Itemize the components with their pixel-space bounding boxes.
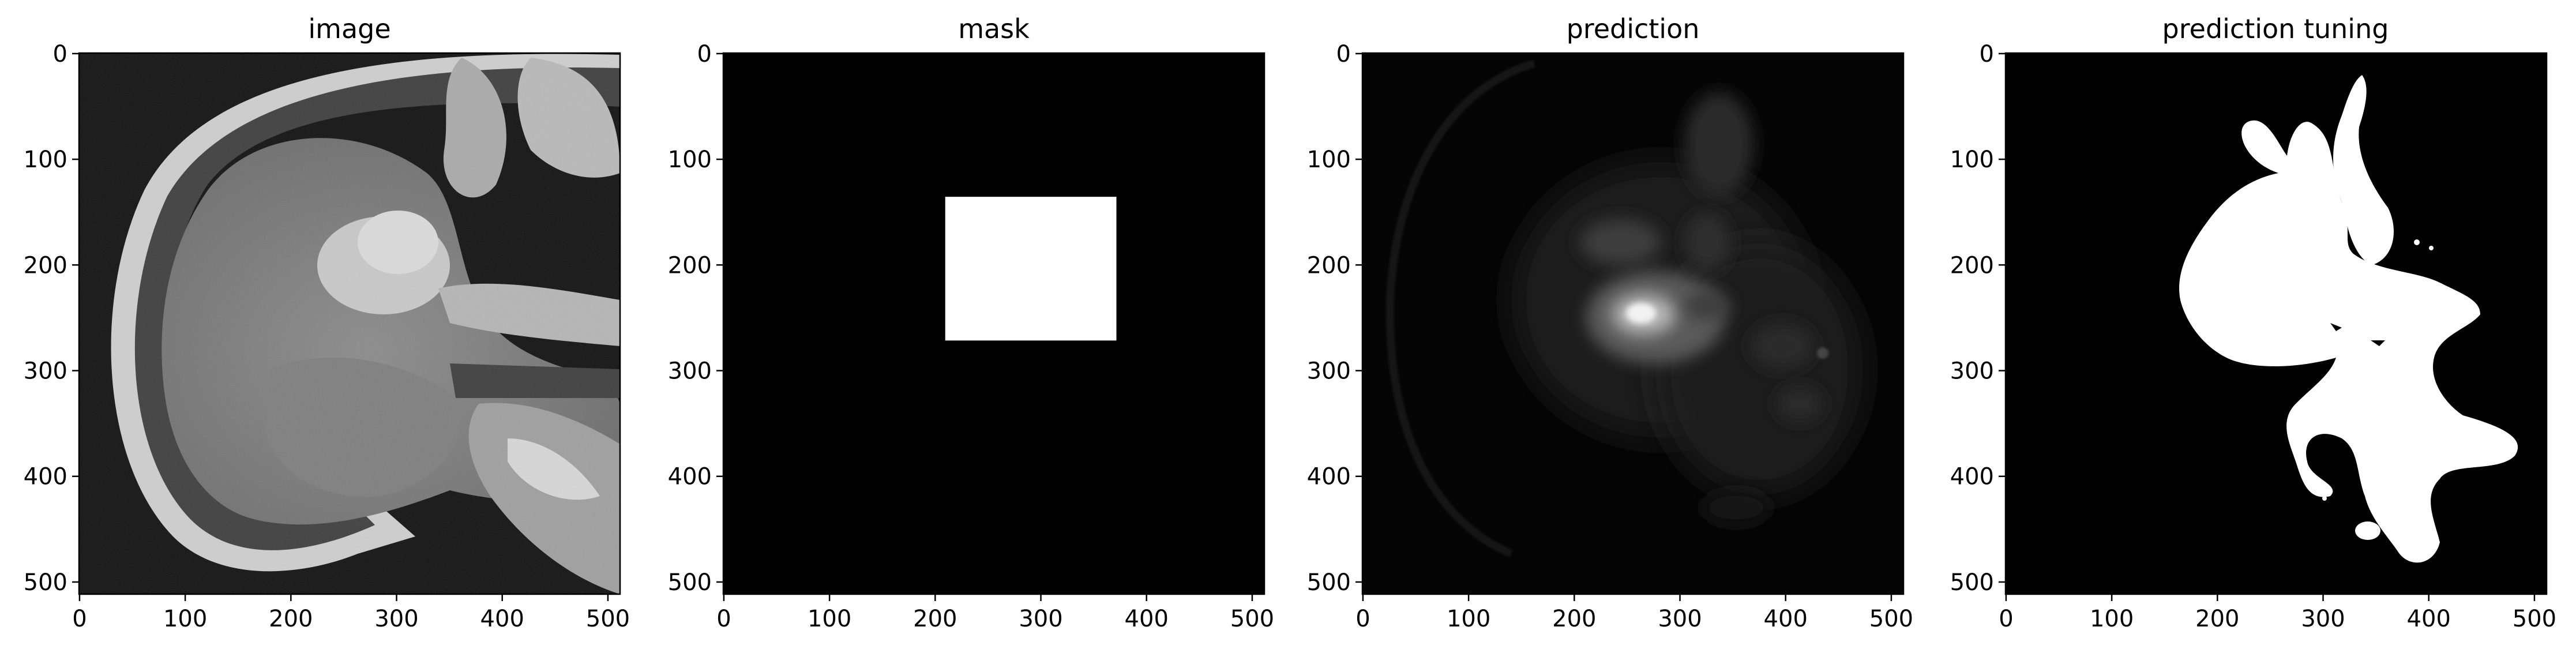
x-axis: 0 100 200 300 400 500 [1999,594,2556,632]
y-tick-label: 100 [668,147,712,173]
y-tick-label: 400 [1950,464,1994,490]
y-tick-label: 300 [1950,358,1994,385]
y-tick-label: 300 [668,358,712,385]
x-tick-label: 500 [1230,606,1274,632]
y-tick-label: 500 [1950,569,1994,596]
x-tick-label: 100 [1447,606,1490,632]
axes-frame [78,52,621,595]
y-tick-label: 400 [1307,464,1351,490]
y-tick-label: 0 [53,41,67,67]
x-tick-label: 400 [2407,606,2451,632]
x-tick-label: 400 [1764,606,1808,632]
axes-frame [722,52,1266,595]
x-axis: 0 100 200 300 400 500 [1355,594,1913,632]
y-tick-label: 200 [1950,252,1994,279]
x-tick-label: 100 [808,606,851,632]
prediction-heatmap [1362,53,1903,594]
panel-title: image [308,13,390,44]
y-tick-label: 0 [697,41,712,67]
segmentation-region [2179,75,2518,563]
y-tick-label: 200 [24,252,67,279]
x-tick-label: 0 [72,606,87,632]
y-tick-label: 500 [1307,569,1351,596]
x-tick-label: 500 [2513,606,2556,632]
x-tick-label: 400 [1125,606,1169,632]
y-tick-label: 200 [1307,252,1351,279]
y-tick-label: 400 [668,464,712,490]
x-axis: 0 100 200 300 400 500 [72,594,630,632]
y-tick-label: 100 [1307,147,1351,173]
panel-title: mask [958,13,1030,44]
x-tick-label: 200 [913,606,957,632]
y-axis: 0 100 200 300 400 500 [1950,41,2006,596]
y-tick-label: 500 [668,569,712,596]
panel-title: prediction tuning [2162,13,2389,44]
x-tick-label: 200 [269,606,313,632]
panel-image: image 0 100 200 300 400 500 0 100 [24,13,630,632]
y-tick-label: 300 [1307,358,1351,385]
y-tick-label: 300 [24,358,67,385]
y-tick-label: 0 [1980,41,1994,67]
x-tick-label: 100 [163,606,207,632]
y-tick-label: 100 [24,147,67,173]
x-tick-label: 300 [2301,606,2345,632]
mask-region [945,197,1117,341]
y-axis: 0 100 200 300 400 500 [1307,41,1362,596]
panel-prediction: prediction 0 100 200 300 400 500 0 100 200 300 40… [1307,13,1913,632]
y-tick-label: 100 [1950,147,1994,173]
axes-frame [2004,52,2548,595]
x-axis: 0 100 200 300 400 500 [716,594,1274,632]
x-tick-label: 200 [2195,606,2239,632]
y-tick-label: 200 [668,252,712,279]
x-tick-label: 0 [1355,606,1370,632]
x-tick-label: 500 [586,606,630,632]
y-tick-label: 500 [24,569,67,596]
x-tick-label: 300 [1658,606,1702,632]
y-axis: 0 100 200 300 400 500 [668,41,723,596]
x-tick-label: 200 [1552,606,1596,632]
panel-mask: mask 0 100 200 300 400 500 0 100 200 300 400 500 [668,13,1274,632]
x-tick-label: 0 [1999,606,2013,632]
x-tick-label: 400 [480,606,524,632]
x-tick-label: 300 [374,606,418,632]
x-tick-label: 300 [1019,606,1062,632]
x-tick-label: 100 [2090,606,2134,632]
panel-title: prediction [1567,13,1700,44]
y-tick-label: 400 [24,464,67,490]
y-axis: 0 100 200 300 400 500 [24,41,79,596]
y-tick-label: 0 [1336,41,1351,67]
x-tick-label: 0 [716,606,731,632]
axes-frame [1361,52,1905,595]
x-tick-label: 500 [1869,606,1913,632]
panel-prediction-tuning: prediction tuning 0 100 200 300 400 500 0 100 2… [1950,13,2556,632]
mri-image [79,53,620,594]
